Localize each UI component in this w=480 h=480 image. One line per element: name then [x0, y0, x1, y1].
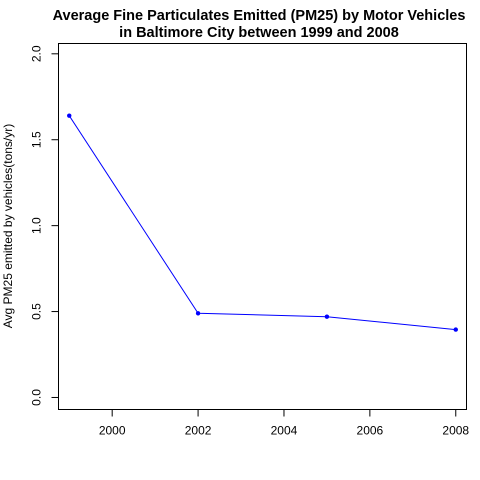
series-group: [67, 113, 458, 332]
x-tick-label: 2000: [99, 424, 126, 438]
x-tick-label: 2008: [442, 424, 469, 438]
y-tick-label: 0.5: [30, 303, 44, 320]
chart-title-line-2: in Baltimore City between 1999 and 2008: [119, 25, 399, 41]
y-axis-label: Avg PM25 emitted by vehicles(tons/yr): [1, 124, 15, 329]
data-point: [453, 327, 458, 332]
data-point: [324, 314, 330, 319]
y-tick-label: 1.5: [30, 131, 44, 148]
y-tick-label: 0.0: [30, 389, 44, 406]
y-axis: 0.0 0.5 1.0 1.5 2.0: [30, 45, 59, 406]
x-tick-label: 2002: [185, 424, 212, 438]
x-axis: 2000 2002 2004 2006 2008: [99, 409, 469, 438]
y-tick-label: 2.0: [30, 45, 44, 62]
x-tick-label: 2004: [271, 424, 298, 438]
data-point: [195, 311, 201, 316]
chart-title-line-1: Average Fine Particulates Emitted (PM25)…: [53, 8, 466, 24]
y-tick-label: 1.0: [30, 217, 44, 234]
series-line: [68, 115, 456, 331]
x-tick-label: 2006: [357, 424, 384, 438]
data-point: [67, 113, 72, 118]
